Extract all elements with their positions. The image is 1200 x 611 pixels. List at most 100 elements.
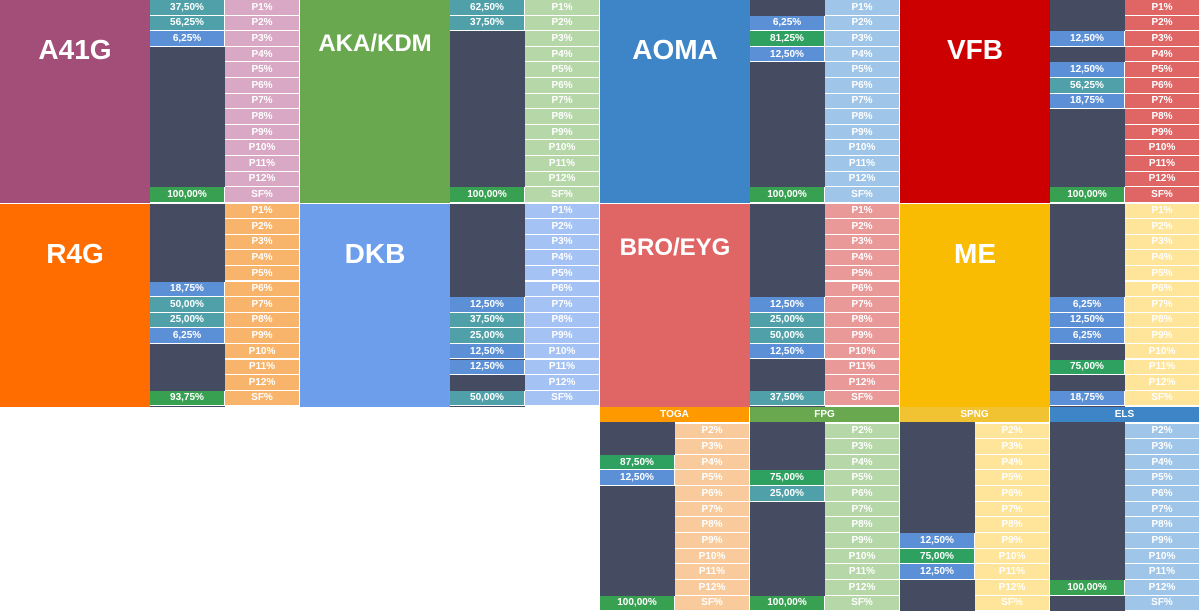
percentage-value: 18,75% (150, 281, 225, 298)
block-aoma: AOMA P1% P2% P3% P4% P5% P6% P7% P8% P9% P10% P11% P… (600, 0, 900, 203)
period-label: P11% (225, 156, 300, 172)
period-label: P6% (525, 78, 600, 94)
period-label: SF% (525, 187, 600, 203)
percentage-value: 62,50% (450, 0, 525, 16)
period-label: P11% (1125, 156, 1200, 172)
period-label: P1% (225, 0, 300, 16)
block-title: ME (900, 203, 1050, 407)
period-label: P1% (525, 203, 600, 220)
period-label: P8% (525, 109, 600, 125)
period-label: P6% (1125, 281, 1200, 298)
percentage-value: 12,50% (900, 564, 975, 580)
block-fpg: FPG P2% P3% P4% P5% P6% P7% P8% P9% P10% P11% P12% S… (750, 407, 900, 611)
period-label: P9% (825, 124, 900, 141)
percentage-value: 25,00% (150, 312, 225, 329)
period-label: P8% (225, 109, 300, 125)
period-label: P5% (1125, 470, 1200, 487)
period-label: P7% (1125, 297, 1200, 313)
percentage-value: 12,50% (750, 46, 825, 63)
period-label: P5% (525, 62, 600, 78)
period-label: P6% (525, 281, 600, 298)
period-label: P9% (1125, 533, 1200, 549)
percentage-value: 37,50% (450, 312, 525, 329)
percentage-value: 6,25% (150, 31, 225, 47)
period-label: P6% (225, 281, 300, 298)
period-label: P4% (1125, 250, 1200, 266)
period-label: P5% (225, 265, 300, 282)
period-label: P7% (675, 501, 750, 518)
value-column (600, 422, 675, 611)
percentage-value: 50,00% (750, 328, 825, 344)
period-label: SF% (225, 187, 300, 203)
period-label: P1% (1125, 0, 1200, 16)
period-label: P4% (675, 454, 750, 471)
period-label: P11% (1125, 359, 1200, 376)
period-label: P9% (225, 124, 300, 141)
percentage-value: 100,00% (150, 187, 225, 203)
period-label: P4% (825, 250, 900, 266)
period-label: P12% (825, 171, 900, 188)
period-label: P3% (225, 31, 300, 47)
period-label: P12% (1125, 171, 1200, 188)
percentage-value: 25,00% (450, 328, 525, 344)
period-label: P12% (525, 375, 600, 391)
percentage-value: 6,25% (750, 15, 825, 32)
period-label: P12% (975, 580, 1050, 596)
percentage-value: 75,00% (900, 548, 975, 565)
period-label: P8% (1125, 517, 1200, 534)
block-els: ELS P2% P3% P4% P5% P6% P7% P8% P9% P10% P11% P12% S… (1050, 407, 1200, 611)
period-label: P12% (825, 580, 900, 596)
period-label: P9% (825, 328, 900, 344)
period-label: SF% (1125, 595, 1200, 611)
period-label: P9% (525, 328, 600, 344)
period-label: P12% (1125, 375, 1200, 391)
period-label: P2% (825, 423, 900, 440)
block-title: A41G (0, 0, 150, 203)
percentage-value: 37,50% (150, 0, 225, 16)
block-a41g: A41G P1% P2% P3% P4% P5% P6% P7% P8% P9% P10% P11% P… (0, 0, 300, 203)
percentage-value: 81,25% (750, 31, 825, 47)
period-label: P8% (825, 109, 900, 125)
period-label: P9% (525, 124, 600, 141)
period-label: P2% (1125, 423, 1200, 440)
period-label: P2% (225, 15, 300, 32)
period-label: P2% (525, 219, 600, 235)
period-label: P6% (975, 486, 1050, 502)
period-label: P2% (825, 15, 900, 32)
period-label: P1% (825, 203, 900, 220)
period-label: P2% (675, 423, 750, 440)
percentage-value: 6,25% (1050, 328, 1125, 344)
period-label: P10% (1125, 140, 1200, 156)
period-label: P9% (225, 328, 300, 344)
period-label: P10% (1125, 343, 1200, 360)
period-label: P6% (1125, 486, 1200, 502)
period-label: P4% (975, 454, 1050, 471)
period-label: P6% (825, 78, 900, 94)
period-label: P4% (1125, 454, 1200, 471)
percentage-value: 12,50% (750, 343, 825, 360)
period-label: P4% (825, 454, 900, 471)
percentage-value: 12,50% (900, 533, 975, 549)
period-label: P5% (225, 62, 300, 78)
period-label: P3% (825, 439, 900, 455)
period-label: P3% (825, 31, 900, 47)
percentage-value: 6,25% (150, 328, 225, 344)
period-label: P10% (1125, 548, 1200, 565)
period-label: P1% (825, 0, 900, 16)
percentage-value: 56,25% (1050, 78, 1125, 94)
block-header: FPG (750, 407, 900, 422)
period-label: P7% (525, 297, 600, 313)
period-label: P8% (225, 312, 300, 329)
period-label: P10% (825, 140, 900, 156)
period-label: P10% (525, 140, 600, 156)
percentage-value: 25,00% (750, 312, 825, 329)
period-label: P7% (1125, 93, 1200, 110)
period-label: SF% (825, 595, 900, 611)
period-label: P1% (525, 0, 600, 16)
block-me: ME P1% P2% P3% P4% P5% P6% P7% P8% P9% P10% P11% P12… (900, 203, 1200, 407)
percentage-value: 12,50% (1050, 62, 1125, 78)
period-label: P5% (975, 470, 1050, 487)
period-label: P4% (525, 250, 600, 266)
period-label: P5% (1125, 265, 1200, 282)
period-label: P11% (825, 359, 900, 376)
